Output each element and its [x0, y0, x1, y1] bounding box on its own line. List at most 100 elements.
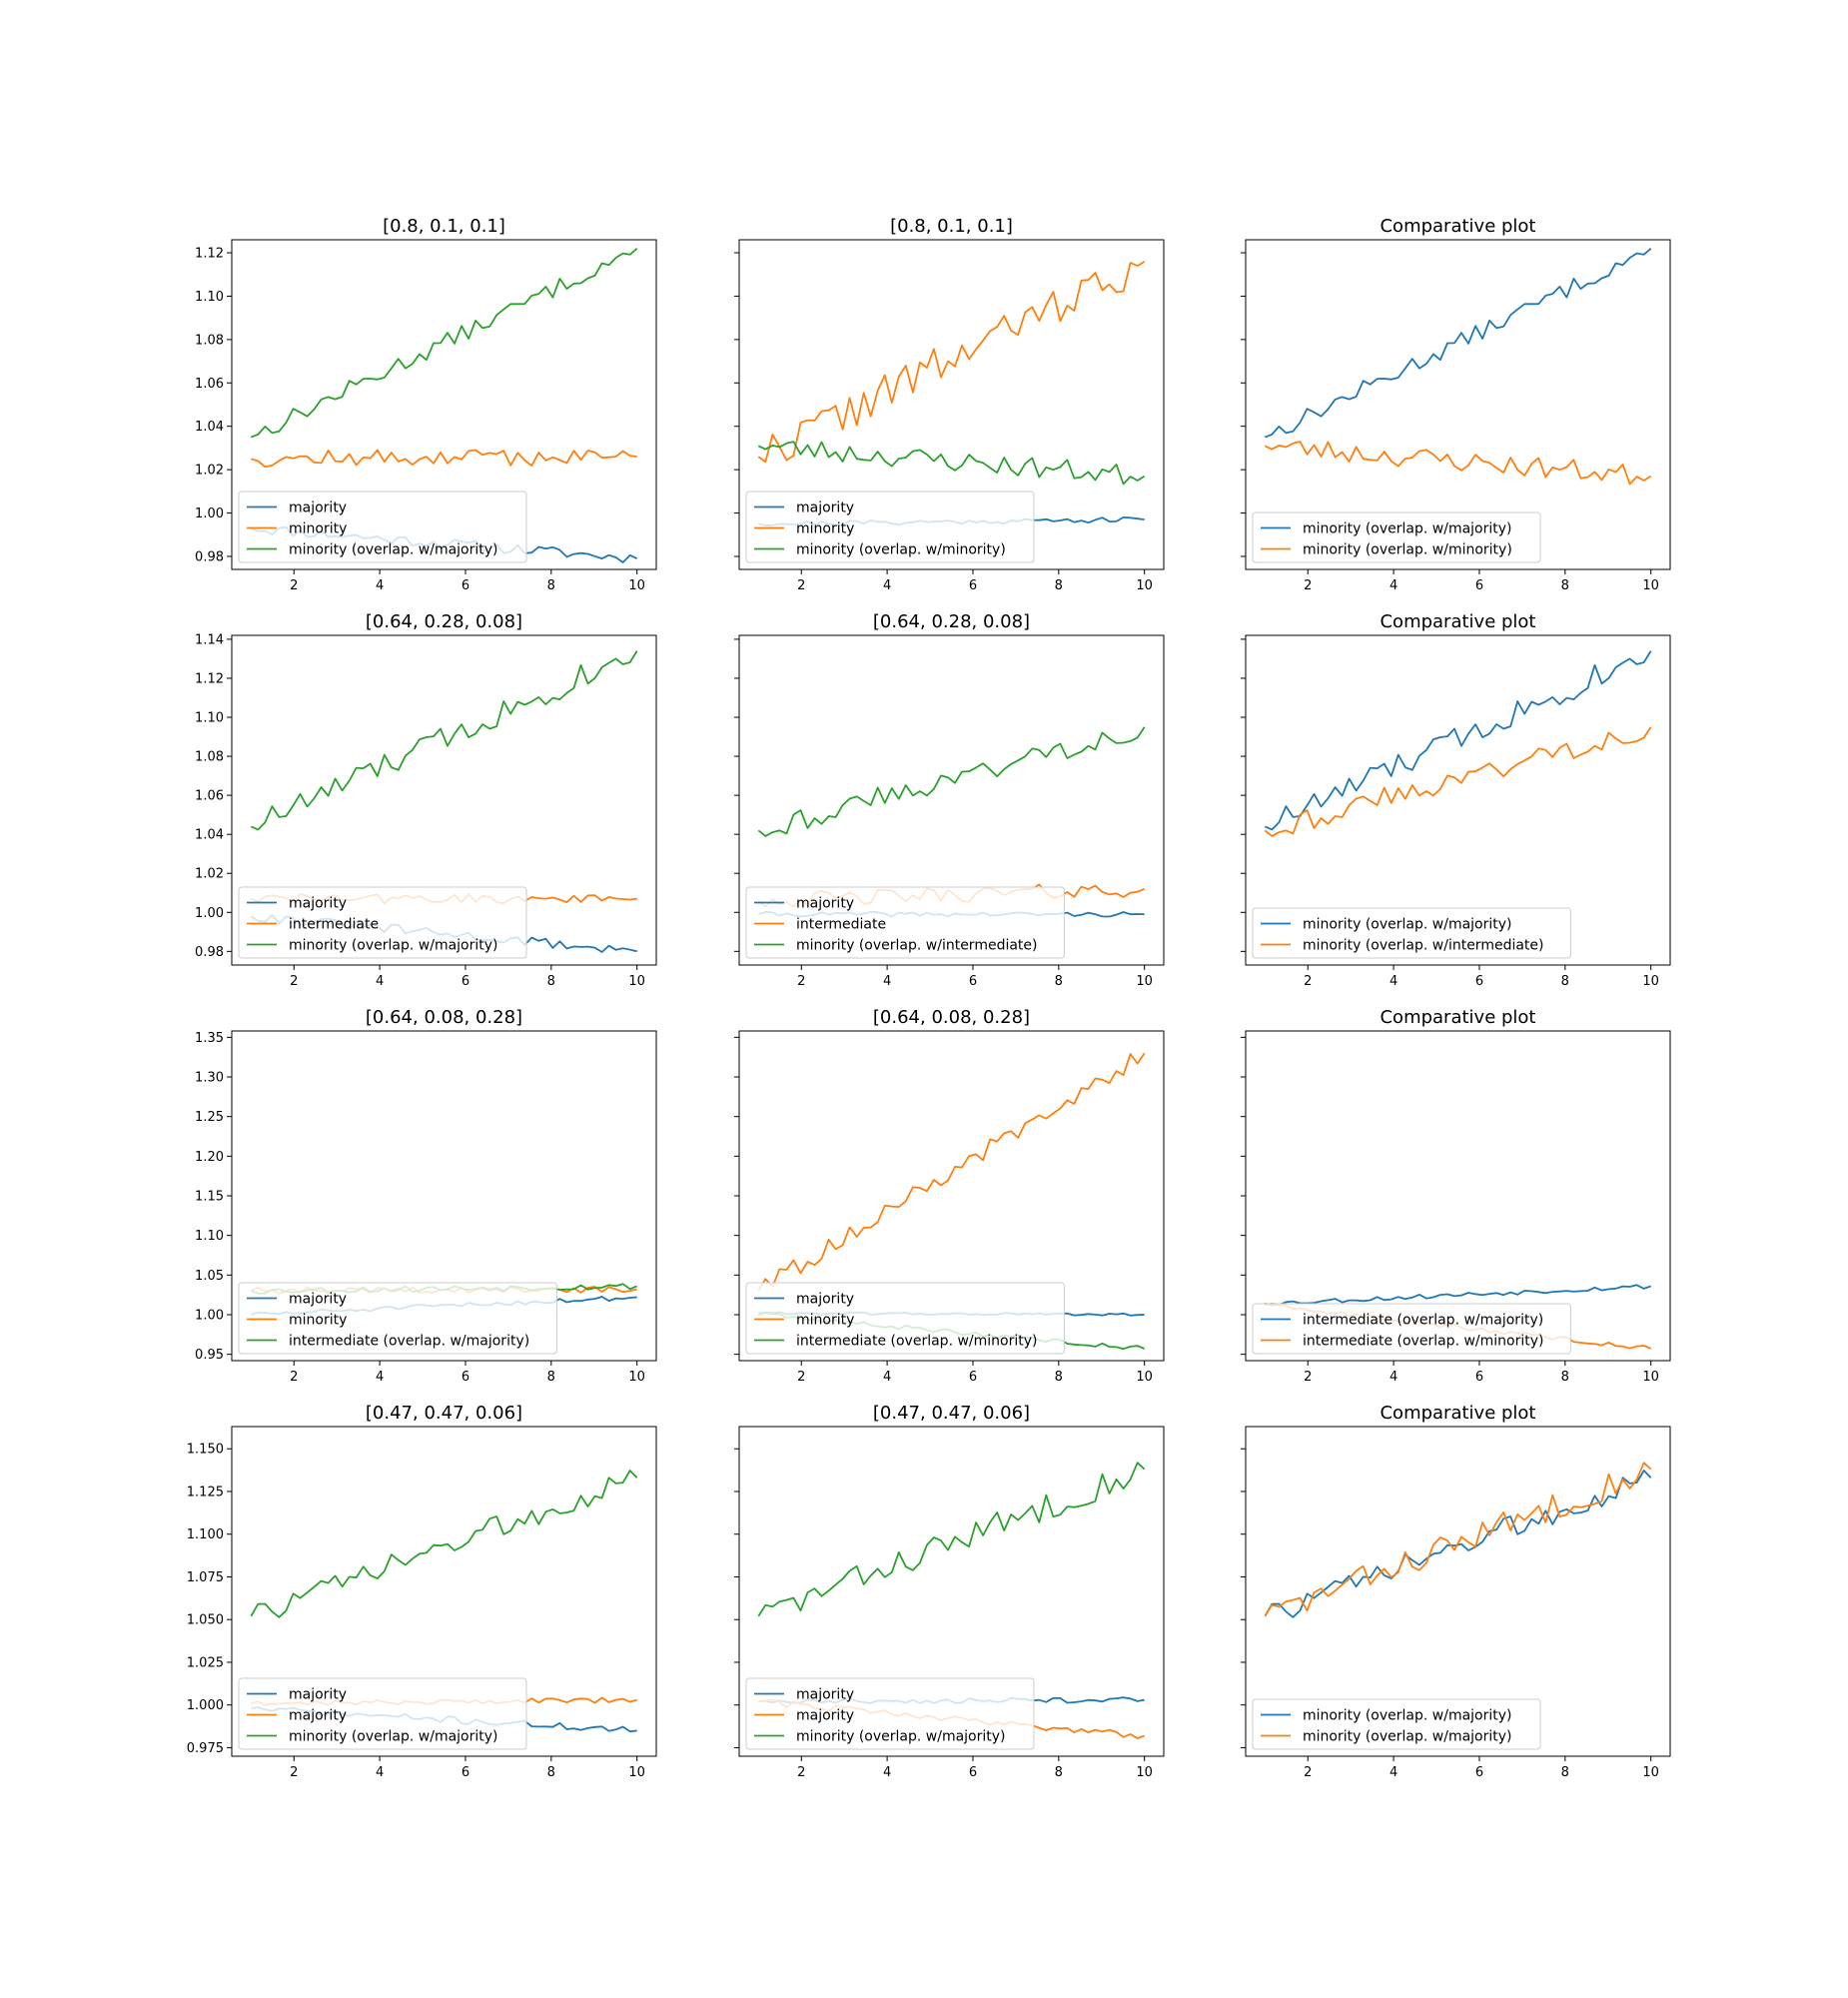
legend-label: majority	[289, 1292, 347, 1308]
y-tick-label: 1.02	[195, 867, 224, 882]
x-tick-label: 8	[1561, 974, 1569, 989]
x-tick-label: 10	[628, 974, 645, 989]
legend-box	[1252, 907, 1571, 959]
y-tick-label: 1.150	[187, 1443, 224, 1458]
legend-label: minority (overlap. w/minority)	[1303, 542, 1512, 558]
legend-label: majority	[796, 896, 854, 912]
subplot-4-2: [0.47, 0.47, 0.06] 2 4 6 8 10 majority majority…	[734, 1403, 1165, 1780]
subplot-2-2: [0.64, 0.28, 0.08] 2 4 6 8 10 majority intermed…	[734, 611, 1165, 989]
x-tick-label: 4	[883, 1370, 891, 1385]
x-tick-label: 2	[797, 578, 805, 593]
y-tick-label: 0.95	[195, 1348, 224, 1363]
y-tick-label: 1.050	[187, 1613, 224, 1628]
legend-label: intermediate	[289, 917, 379, 933]
legend-label: minority (overlap. w/majority)	[289, 542, 498, 558]
subplot-1-2: [0.8, 0.1, 0.1] 2 4 6 8 10 majority minority min…	[734, 216, 1165, 593]
x-tick-label: 2	[1304, 1370, 1312, 1385]
legend-label: minority (overlap. w/majority)	[1303, 521, 1512, 537]
y-tick-label: 1.14	[195, 632, 224, 647]
y-tick-label: 1.12	[195, 671, 224, 686]
y-tick-label: 1.00	[195, 506, 224, 521]
x-tick-label: 4	[376, 1370, 384, 1385]
subplot-title: [0.47, 0.47, 0.06]	[366, 1403, 522, 1424]
legend-label: intermediate (overlap. w/minority)	[796, 1334, 1038, 1350]
axes-frame	[1245, 634, 1671, 966]
y-tick-label: 1.02	[195, 464, 224, 479]
legend-label: majority	[796, 1687, 854, 1703]
subplot-title: [0.64, 0.08, 0.28]	[873, 1007, 1030, 1028]
x-tick-label: 10	[1136, 578, 1153, 593]
legend-box	[238, 491, 527, 563]
axes-frame	[738, 239, 1165, 570]
legend-label: minority	[796, 521, 854, 537]
legend-label: majority	[796, 1708, 854, 1724]
axes-frame	[1245, 239, 1671, 570]
legend-label: minority (overlap. w/minority)	[796, 542, 1006, 558]
subplot-1-3: Comparative plot 2 4 6 8 10 minority (overlap.…	[1241, 216, 1671, 593]
x-tick-label: 2	[290, 974, 298, 989]
y-tick-label: 1.125	[187, 1485, 224, 1499]
x-tick-label: 10	[628, 1765, 645, 1780]
x-tick-label: 10	[1642, 974, 1659, 989]
series-line	[1264, 726, 1652, 837]
x-tick-label: 8	[1055, 1765, 1063, 1780]
x-tick-label: 8	[547, 1765, 555, 1780]
x-tick-label: 6	[462, 974, 469, 989]
series-line	[1264, 1462, 1652, 1617]
y-tick-label: 1.000	[187, 1698, 224, 1713]
x-tick-label: 10	[628, 1370, 645, 1385]
x-tick-label: 2	[290, 1765, 298, 1780]
x-tick-label: 10	[628, 578, 645, 593]
subplot-title: Comparative plot	[1380, 611, 1535, 632]
subplot-2-3: Comparative plot 2 4 6 8 10 minority (overlap.…	[1241, 611, 1671, 989]
x-tick-label: 4	[1389, 1765, 1397, 1780]
x-tick-label: 6	[462, 578, 469, 593]
x-tick-label: 6	[462, 1765, 469, 1780]
x-tick-label: 2	[1304, 1765, 1312, 1780]
x-tick-label: 4	[883, 1765, 891, 1780]
x-tick-label: 6	[1475, 1370, 1483, 1385]
subplot-4-1: [0.47, 0.47, 0.06] 0.975 1.000 1.025 1.050 1.…	[187, 1403, 657, 1780]
legend-box	[1252, 1698, 1541, 1750]
legend-box	[238, 886, 527, 959]
x-tick-label: 8	[1055, 974, 1063, 989]
legend-label: minority (overlap. w/intermediate)	[796, 938, 1038, 954]
y-tick-label: 1.075	[187, 1570, 224, 1585]
legend-box	[745, 1677, 1035, 1750]
y-tick-label: 1.05	[195, 1269, 224, 1284]
series-line	[250, 650, 638, 831]
legend-label: majority	[289, 896, 347, 912]
x-tick-label: 8	[547, 1370, 555, 1385]
legend-label: minority (overlap. w/majority)	[1303, 1729, 1512, 1745]
legend-label: minority (overlap. w/intermediate)	[1303, 938, 1544, 954]
legend-label: majority	[796, 1292, 854, 1308]
series-line	[1264, 248, 1652, 439]
y-tick-label: 1.10	[195, 711, 224, 726]
x-tick-label: 6	[462, 1370, 469, 1385]
x-tick-label: 10	[1136, 1765, 1153, 1780]
x-tick-label: 2	[797, 1370, 805, 1385]
y-tick-label: 1.06	[195, 789, 224, 804]
x-tick-label: 6	[1475, 974, 1483, 989]
x-tick-label: 4	[1389, 578, 1397, 593]
x-tick-label: 2	[290, 1370, 298, 1385]
legend-label: majority	[289, 500, 347, 516]
legend-label: majority	[289, 1687, 347, 1703]
x-tick-label: 4	[883, 974, 891, 989]
x-tick-label: 10	[1136, 974, 1153, 989]
axes-frame	[231, 239, 657, 570]
x-tick-label: 8	[1561, 1370, 1569, 1385]
series-line	[757, 1052, 1146, 1292]
x-tick-label: 10	[1642, 578, 1659, 593]
y-tick-label: 1.10	[195, 290, 224, 305]
subplot-title: [0.47, 0.47, 0.06]	[873, 1403, 1030, 1424]
legend-label: minority (overlap. w/majority)	[289, 1729, 498, 1745]
x-tick-label: 8	[547, 578, 555, 593]
x-tick-label: 8	[1055, 1370, 1063, 1385]
x-tick-label: 6	[969, 974, 977, 989]
y-tick-label: 1.06	[195, 377, 224, 392]
y-tick-label: 1.04	[195, 420, 224, 435]
legend-box	[1252, 1303, 1571, 1355]
subplot-2-1: [0.64, 0.28, 0.08] 0.98 1.00 1.02 1.04 1.06 1.…	[195, 611, 657, 989]
axes-frame	[1245, 1426, 1671, 1757]
